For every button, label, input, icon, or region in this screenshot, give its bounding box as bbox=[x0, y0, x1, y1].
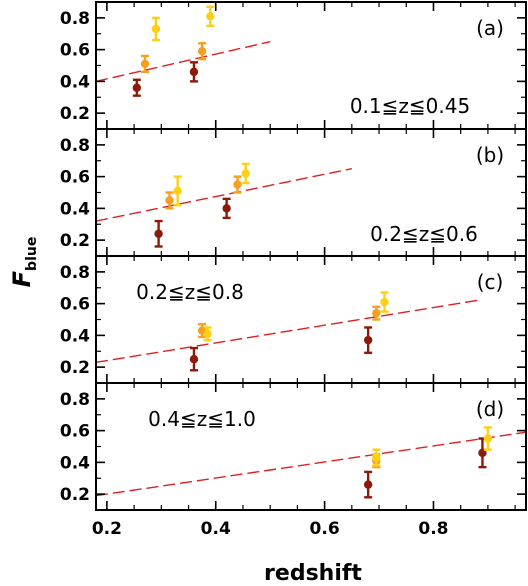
point-marker bbox=[132, 83, 142, 92]
fit-line bbox=[95, 299, 478, 364]
y-axis-title: Fblue bbox=[8, 237, 40, 288]
panel-label: (d) bbox=[476, 397, 504, 421]
fit-line bbox=[95, 41, 271, 83]
data-point-yellow bbox=[206, 5, 215, 28]
point-marker bbox=[222, 204, 231, 213]
point-marker bbox=[363, 480, 373, 489]
y-tick-label: 0.8 bbox=[60, 263, 90, 283]
data-point-dark bbox=[478, 437, 487, 469]
y-tick-label: 0.4 bbox=[60, 199, 90, 219]
data-point-yellow bbox=[483, 426, 493, 451]
redshift-range-label: 0.1≦z≦0.45 bbox=[350, 94, 470, 118]
point-marker bbox=[241, 169, 250, 178]
y-tick-label: 0.2 bbox=[60, 231, 90, 251]
y-tick-label: 0.8 bbox=[60, 390, 90, 410]
point-marker bbox=[173, 186, 182, 196]
redshift-range-label: 0.2≦z≦0.8 bbox=[136, 280, 244, 304]
panel-c: 0.2 0.4 0.6 0.8 (c) 0.2≦z≦0.8 bbox=[60, 255, 527, 384]
y-tick-label: 0.2 bbox=[60, 104, 90, 124]
panel-label: (b) bbox=[476, 143, 504, 167]
data-point-orange bbox=[197, 42, 207, 61]
point-marker bbox=[140, 59, 150, 69]
y-tick-label: 0.2 bbox=[60, 485, 90, 505]
point-marker bbox=[483, 434, 493, 443]
y-tick-label: 0.6 bbox=[60, 168, 90, 188]
fit-line bbox=[95, 431, 527, 497]
data-point-yellow bbox=[203, 326, 212, 342]
data-point-orange bbox=[140, 54, 150, 74]
point-marker bbox=[203, 329, 212, 338]
data-point-dark bbox=[363, 326, 373, 355]
data-point-dark bbox=[189, 61, 199, 83]
panel-b: 0.2 0.4 0.6 0.8 (b) 0.2≦z≦0.6 bbox=[60, 128, 527, 257]
y-axis-title-sub: blue bbox=[24, 237, 40, 271]
panel-frame bbox=[95, 255, 527, 384]
data-point-yellow bbox=[241, 162, 250, 185]
panels-layer: 0.2 0.4 0.6 0.8 (a) 0.1≦z≦0.45 0.2 0.4 0.6 0.8 (b)… bbox=[60, 1, 527, 539]
data-point-yellow bbox=[151, 16, 161, 42]
data-point-dark bbox=[363, 470, 373, 499]
y-tick-label: 0.6 bbox=[60, 295, 90, 315]
data-point-yellow bbox=[380, 291, 389, 313]
data-point-dark bbox=[222, 197, 231, 220]
y-tick-label: 0.4 bbox=[60, 326, 90, 346]
fit-line bbox=[95, 168, 352, 222]
data-point-orange bbox=[372, 305, 381, 321]
point-marker bbox=[380, 297, 389, 307]
y-tick-label: 0.4 bbox=[60, 453, 90, 473]
y-tick-label: 0.6 bbox=[60, 41, 90, 61]
data-point-dark bbox=[189, 346, 199, 372]
point-marker bbox=[189, 67, 199, 77]
panel-label: (a) bbox=[476, 16, 504, 40]
y-tick-label: 0.4 bbox=[60, 72, 90, 92]
y-axis-title-main: F bbox=[8, 270, 36, 287]
point-marker bbox=[189, 354, 199, 364]
data-point-dark bbox=[132, 78, 142, 97]
x-tick-label: 0.4 bbox=[201, 519, 231, 539]
redshift-range-label: 0.2≦z≦0.6 bbox=[370, 222, 478, 246]
data-point-orange bbox=[233, 175, 242, 194]
data-point-orange bbox=[165, 191, 174, 210]
panel-d: 0.2 0.4 0.6 0.8 (d) 0.4≦z≦1.0 bbox=[60, 382, 527, 511]
x-tick-label: 0.8 bbox=[418, 519, 448, 539]
y-tick-label: 0.2 bbox=[60, 358, 90, 378]
point-marker bbox=[206, 12, 215, 21]
svg-text:Fblue: Fblue bbox=[8, 237, 40, 288]
point-marker bbox=[154, 229, 163, 238]
point-marker bbox=[372, 453, 381, 462]
point-marker bbox=[233, 180, 242, 189]
data-point-yellow bbox=[173, 175, 182, 207]
x-axis-title: redshift bbox=[264, 561, 362, 586]
point-marker bbox=[363, 335, 373, 345]
data-point-yellow bbox=[372, 448, 381, 467]
y-tick-label: 0.8 bbox=[60, 136, 90, 156]
panel-frame bbox=[95, 382, 527, 511]
data-point-dark bbox=[154, 219, 163, 248]
y-tick-label: 0.6 bbox=[60, 422, 90, 442]
x-tick-label: 0.6 bbox=[310, 519, 340, 539]
panel-a: 0.2 0.4 0.6 0.8 (a) 0.1≦z≦0.45 bbox=[60, 1, 527, 130]
point-marker bbox=[197, 47, 207, 56]
point-marker bbox=[372, 308, 381, 318]
y-tick-label: 0.8 bbox=[60, 9, 90, 29]
panel-label: (c) bbox=[477, 270, 504, 294]
redshift-range-label: 0.4≦z≦1.0 bbox=[148, 407, 256, 431]
x-tick-label: 0.2 bbox=[92, 519, 122, 539]
point-marker bbox=[151, 24, 161, 34]
point-marker bbox=[165, 196, 174, 205]
